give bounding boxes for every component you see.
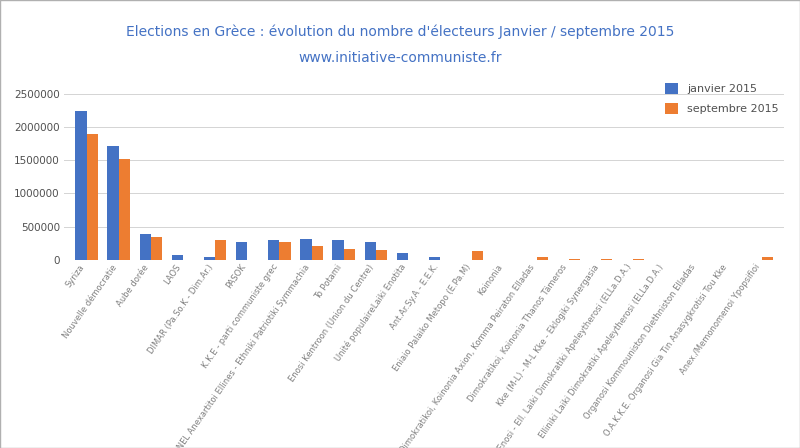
Bar xyxy=(150,237,162,260)
Legend: janvier 2015, septembre 2015: janvier 2015, septembre 2015 xyxy=(665,82,778,114)
Text: Elections en Grèce : évolution du nombre d'électeurs Janvier / septembre 2015: Elections en Grèce : évolution du nombre… xyxy=(126,24,674,39)
Bar xyxy=(537,257,548,260)
Bar xyxy=(300,238,311,260)
Bar xyxy=(139,234,150,260)
Bar xyxy=(75,111,86,260)
Bar xyxy=(204,257,215,260)
Bar xyxy=(236,242,247,260)
Bar xyxy=(569,258,580,260)
Bar xyxy=(472,251,483,260)
Bar xyxy=(311,246,322,260)
Bar xyxy=(633,258,644,260)
Bar xyxy=(86,134,98,260)
Text: www.initiative-communiste.fr: www.initiative-communiste.fr xyxy=(298,51,502,65)
Bar xyxy=(332,240,344,260)
Bar xyxy=(107,146,118,260)
Bar xyxy=(429,257,440,260)
Bar xyxy=(397,253,408,260)
Bar xyxy=(601,258,612,260)
Bar xyxy=(215,240,226,260)
Bar xyxy=(376,250,387,260)
Bar xyxy=(172,255,183,260)
Bar xyxy=(365,242,376,260)
Bar xyxy=(344,249,355,260)
Bar xyxy=(279,242,290,260)
Bar xyxy=(762,257,773,260)
Bar xyxy=(118,159,130,260)
Bar xyxy=(268,240,279,260)
